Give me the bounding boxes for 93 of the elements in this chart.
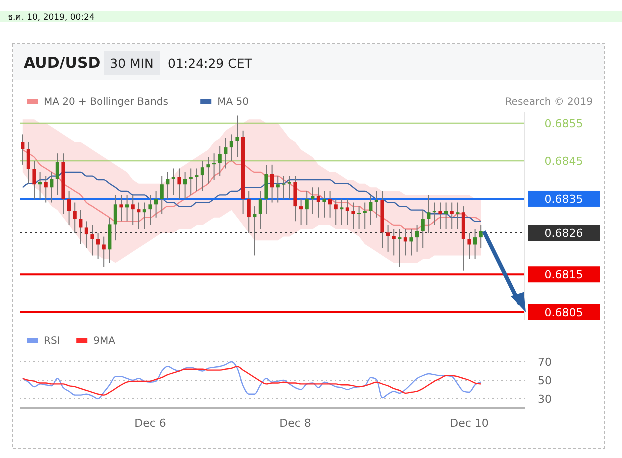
- candlestick: [79, 210, 83, 245]
- candlestick: [154, 190, 158, 218]
- y-tick-label: 70: [538, 356, 552, 369]
- candlestick: [474, 228, 478, 260]
- candlestick: [369, 194, 373, 226]
- candlestick: [96, 232, 100, 260]
- candlestick: [346, 198, 350, 226]
- candlestick: [32, 160, 36, 200]
- candlestick: [50, 172, 54, 204]
- candlestick: [311, 187, 315, 215]
- candlestick: [195, 168, 199, 192]
- candlestick: [258, 190, 262, 230]
- candlestick: [247, 190, 251, 234]
- y-tick-label: 0.6805: [544, 306, 584, 320]
- candlestick: [68, 190, 72, 226]
- candlestick: [253, 206, 257, 256]
- candlestick: [392, 228, 396, 256]
- y-tick-label: 0.6826: [544, 227, 584, 240]
- candlestick: [73, 202, 77, 234]
- candlestick: [44, 176, 48, 204]
- text: 01:24:29 CET: [168, 56, 253, 71]
- legend-label: MA 20 + Bollinger Bands: [44, 97, 168, 108]
- y-tick-label: 0.6845: [544, 155, 584, 168]
- candlestick: [189, 168, 193, 196]
- candlestick: [328, 190, 332, 218]
- candlestick: [456, 202, 460, 230]
- candlestick: [316, 187, 320, 218]
- candlestick: [300, 198, 304, 226]
- line-series: [22, 366, 482, 396]
- candlestick: [200, 160, 204, 192]
- y-tick-label: 0.6835: [544, 192, 584, 206]
- candlestick: [479, 224, 483, 249]
- y-tick-label: 50: [538, 374, 552, 388]
- candlestick: [322, 190, 326, 218]
- candlestick: [410, 228, 414, 256]
- candlestick: [212, 153, 216, 181]
- candlestick: [352, 202, 356, 230]
- candlestick: [404, 228, 408, 256]
- candlestick: [178, 168, 182, 200]
- y-tick-label: 0.6815: [544, 268, 584, 282]
- candlestick: [26, 142, 30, 184]
- candlestick: [450, 202, 454, 230]
- candlestick: [276, 176, 280, 204]
- candlestick: [282, 176, 286, 200]
- y-tick-label: 0.6855: [544, 117, 584, 130]
- x-tick-label: Dec 6: [134, 417, 166, 430]
- line-series: [22, 361, 482, 400]
- candlestick: [137, 202, 141, 230]
- candlestick: [468, 232, 472, 260]
- candlestick: [206, 156, 210, 184]
- candlestick: [126, 194, 130, 222]
- candlestick: [230, 134, 234, 162]
- candlestick: [374, 190, 378, 218]
- candlestick: [386, 224, 390, 252]
- candlestick: [305, 190, 309, 226]
- legend-label: 9MA: [94, 336, 116, 347]
- candlestick: [218, 146, 222, 177]
- candlestick: [236, 115, 240, 158]
- candlestick: [184, 172, 188, 200]
- text: ธ.ค. 10, 2019, 00:24: [8, 13, 95, 23]
- candlestick: [224, 138, 228, 170]
- x-tick-label: Dec 8: [280, 417, 312, 430]
- candlestick: [102, 236, 106, 268]
- candlestick: [340, 198, 344, 226]
- candlestick: [114, 194, 118, 242]
- candlestick: [288, 176, 292, 200]
- candlestick: [21, 134, 25, 166]
- candlestick: [416, 224, 420, 252]
- chart-subtitle: 30 MIN: [110, 56, 154, 71]
- candlestick: [427, 194, 431, 234]
- candlestick: [444, 202, 448, 230]
- x-tick-label: Dec 10: [450, 417, 489, 430]
- text: Research © 2019: [505, 97, 593, 108]
- candlestick: [131, 194, 135, 226]
- candlestick: [421, 210, 425, 249]
- legend-label: MA 50: [218, 97, 249, 108]
- candlestick: [166, 172, 170, 200]
- legend-label: RSI: [44, 336, 60, 347]
- candlestick: [334, 198, 338, 226]
- candlestick: [270, 164, 274, 204]
- candlestick: [120, 194, 124, 222]
- candlestick: [84, 221, 88, 249]
- chart-title: AUD/USD: [24, 54, 101, 72]
- candlestick: [398, 228, 402, 268]
- y-tick-label: 30: [538, 393, 552, 406]
- candlestick: [438, 202, 442, 230]
- candlestick: [148, 194, 152, 226]
- candlestick: [363, 202, 367, 230]
- candlestick: [90, 224, 94, 256]
- candlestick: [142, 202, 146, 230]
- candlestick: [160, 176, 164, 215]
- candlestick: [172, 168, 176, 196]
- candlestick: [56, 153, 60, 196]
